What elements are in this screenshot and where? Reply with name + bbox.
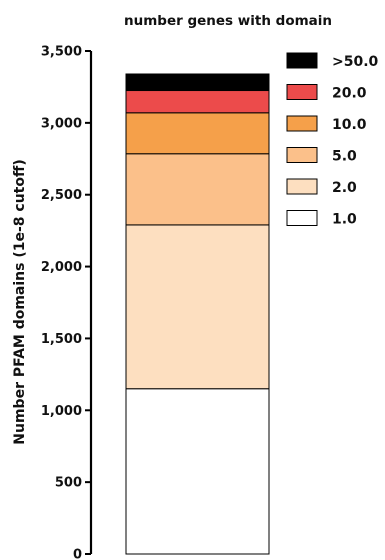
legend-label: 20.0 xyxy=(332,86,367,102)
y-axis-title: Number PFAM domains (1e-8 cutoff) xyxy=(12,159,28,444)
legend-label: 2.0 xyxy=(332,180,357,196)
legend-swatch xyxy=(286,84,318,100)
y-tick-label: 0 xyxy=(73,548,82,560)
y-tick-label: 2,000 xyxy=(41,260,82,275)
legend-swatch xyxy=(286,178,318,195)
legend-title: number genes with domain xyxy=(124,13,332,29)
y-tick-label: 3,500 xyxy=(41,45,82,60)
y-tick-label: 1,500 xyxy=(41,332,82,347)
legend: >50.0 20.0 10.0 5.0 2.0 1.0 xyxy=(286,52,379,228)
y-tick-label: 3,000 xyxy=(41,116,82,131)
y-tick-label: 2,500 xyxy=(41,188,82,203)
y-tick-label: 500 xyxy=(55,476,82,491)
legend-swatch xyxy=(286,147,318,163)
legend-label: 10.0 xyxy=(332,117,367,133)
y-tick-label: 1,000 xyxy=(41,404,82,419)
bar-segment-20-0 xyxy=(125,90,270,114)
legend-swatch xyxy=(286,115,318,132)
bar-segment-1-0 xyxy=(125,388,270,555)
legend-label: 5.0 xyxy=(332,149,357,165)
bar-segment-10-0 xyxy=(125,112,270,155)
y-axis: 0 500 1,000 1,500 2,000 2,500 3,000 3,500 xyxy=(41,45,93,560)
legend-label: 1.0 xyxy=(332,212,357,228)
bar-segment-2-0 xyxy=(125,224,270,390)
bar-segment-50-0 xyxy=(125,73,270,92)
legend-label: >50.0 xyxy=(332,54,379,70)
legend-swatch xyxy=(286,210,318,226)
bar-segment-5-0 xyxy=(125,153,270,226)
legend-swatch xyxy=(286,52,318,69)
stacked-bar xyxy=(125,73,270,555)
